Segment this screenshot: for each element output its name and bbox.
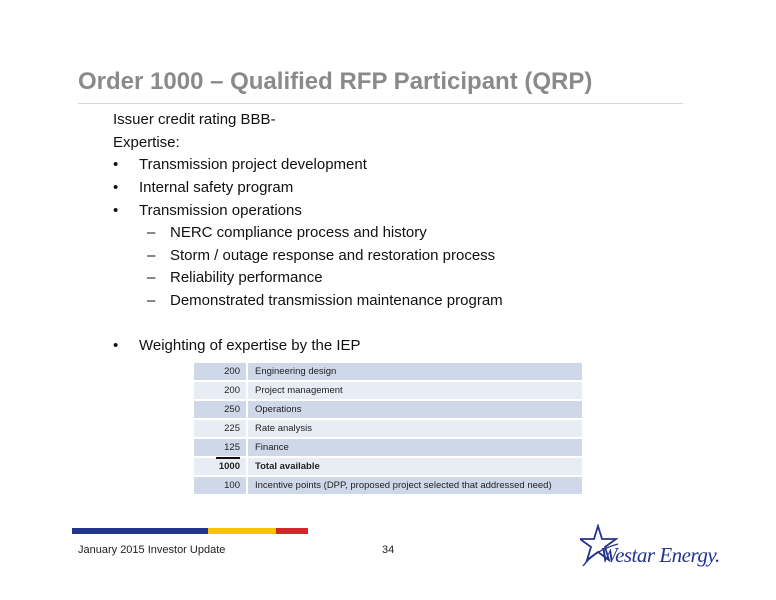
bullet-text: Transmission project development [139,156,367,173]
footer-bar-yellow [208,528,276,534]
points-cell: 125 [194,438,248,458]
bullet-marker: • [113,337,119,354]
criterion-cell: Operations [247,400,582,420]
credit-rating-text: Issuer credit rating BBB- [113,111,276,128]
bullet-text: Transmission operations [139,202,302,219]
westar-energy-logo: Westar Energy. [580,524,720,572]
table-row: 100 Incentive points (DPP, proposed proj… [194,476,582,496]
logo-wordmark: Westar Energy. [600,543,720,567]
credit-rating-line: Issuer credit rating BBB- [113,110,276,130]
bullet-marker: • [113,179,119,196]
sum-line [216,457,240,459]
criterion-cell: Engineering design [247,363,582,382]
bullet-marker: • [113,156,119,173]
dash-marker: – [147,247,156,264]
footer-bar-red [276,528,308,534]
table-row: 200 Project management [194,381,582,401]
bullet-text: Internal safety program [139,179,294,196]
points-cell: 200 [194,381,248,401]
points-cell: 250 [194,400,248,420]
sub-bullet-text: NERC compliance process and history [170,224,427,241]
slide-title: Order 1000 – Qualified RFP Participant (… [78,68,593,95]
bullet-text: Weighting of expertise by the IEP [139,337,361,354]
sub-bullet-text: Storm / outage response and restoration … [170,247,496,264]
sub-bullet-text: Demonstrated transmission maintenance pr… [170,292,503,309]
criterion-cell: Rate analysis [247,419,582,439]
expertise-heading-line: Expertise: [113,133,180,153]
points-total-cell: 1000 [194,457,248,477]
table-row: 225 Rate analysis [194,419,582,439]
criterion-cell: Project management [247,381,582,401]
dash-marker: – [147,269,156,286]
dash-marker: – [147,224,156,241]
sub-bullet-text: Reliability performance [170,269,323,286]
title-divider [78,103,683,104]
points-cell: 200 [194,363,248,382]
expertise-weighting-table: 200 Engineering design 200 Project manag… [194,363,582,496]
dash-marker: – [147,292,156,309]
table-row: 200 Engineering design [194,363,582,382]
star-swoosh-icon [580,524,619,567]
bullet-marker: • [113,202,119,219]
points-total-value: 1000 [218,461,240,472]
page-number: 34 [382,544,395,556]
table-row-total: 1000 Total available [194,457,582,477]
table-row: 250 Operations [194,400,582,420]
points-cell: 100 [194,476,248,496]
table-row: 125 Finance [194,438,582,458]
footer-bar-blue [72,528,208,534]
footer-caption: January 2015 Investor Update [78,544,226,556]
criterion-cell: Incentive points (DPP, proposed project … [247,476,582,496]
expertise-heading: Expertise: [113,134,180,151]
criterion-cell: Finance [247,438,582,458]
points-cell: 225 [194,419,248,439]
criterion-total-cell: Total available [247,457,582,477]
